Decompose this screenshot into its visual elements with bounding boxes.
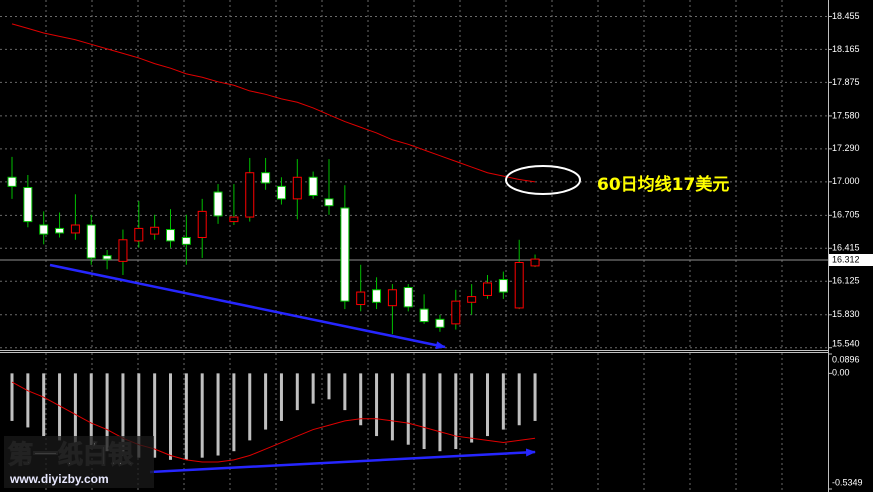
y-tick-label: 17.000	[832, 176, 860, 186]
candle-body	[134, 227, 144, 242]
watermark-bg	[4, 436, 154, 488]
last-price-box	[829, 254, 873, 266]
candle-body	[166, 229, 175, 242]
candle-body	[467, 296, 477, 303]
macd-bar	[295, 373, 299, 411]
macd-bar	[533, 373, 537, 421]
macd-bar	[327, 373, 331, 400]
candle-body	[118, 239, 128, 262]
grid	[0, 0, 828, 492]
candle-body	[39, 224, 49, 235]
candle-body	[23, 187, 33, 223]
moving-average-line	[11, 23, 536, 183]
y-tick-label: 16.125	[832, 276, 860, 286]
macd-bar	[248, 373, 252, 441]
candle-body	[245, 172, 255, 218]
candle-body	[261, 172, 271, 184]
candle-body	[372, 289, 382, 303]
macd-bar	[422, 373, 426, 450]
candle-body	[530, 258, 540, 267]
macd-bar	[359, 373, 363, 426]
macd-bar	[26, 373, 30, 428]
candle-body	[498, 279, 508, 293]
candle-body	[229, 216, 239, 223]
candle-body	[387, 289, 397, 307]
macd-bar	[58, 373, 62, 441]
trend-arrow	[149, 448, 536, 474]
y-tick-label: 18.165	[832, 44, 860, 54]
candle-body	[150, 226, 160, 235]
y-tick-label: 17.875	[832, 77, 860, 87]
macd-bar	[169, 373, 172, 460]
candle-body	[70, 224, 80, 234]
macd-bar	[311, 373, 315, 404]
macd-bar	[216, 373, 220, 456]
macd-bar	[232, 373, 236, 452]
plot-area	[0, 23, 828, 463]
macd-bar	[470, 373, 474, 443]
macd-bar	[184, 373, 188, 460]
candle-body	[7, 176, 17, 187]
y-tick-label: 17.290	[832, 143, 860, 153]
macd-bar	[517, 373, 521, 426]
y-tick-label: 16.705	[832, 210, 860, 220]
macd-bar	[375, 373, 379, 437]
signal-line	[11, 381, 536, 463]
candle-body	[197, 210, 207, 238]
watermark-url: www.diyizby.com	[9, 472, 109, 486]
highlight-ellipse	[505, 165, 581, 195]
macd-bar	[121, 373, 125, 456]
candle-body	[102, 255, 112, 260]
candle-body	[340, 207, 350, 302]
annotation: 60日均线17美元	[597, 174, 729, 195]
y-tick-label: 15.540	[832, 338, 860, 348]
candle-body	[324, 198, 334, 207]
macd-bar	[153, 373, 157, 458]
candle-body	[276, 185, 286, 200]
macd-bar	[105, 373, 109, 452]
macd-bar	[200, 373, 204, 458]
macd-bar	[343, 373, 347, 411]
macd-bar	[501, 373, 505, 430]
macd-bar	[137, 373, 141, 458]
watermark-name: 第一纸白银	[8, 440, 134, 469]
last-price-label: 16.312	[832, 254, 860, 264]
candle-body	[483, 282, 492, 296]
macd-bar	[89, 373, 93, 450]
macd-bar	[486, 373, 489, 437]
y-tick-label: 17.580	[832, 110, 860, 120]
trend-arrow	[49, 263, 446, 350]
macd-bar	[390, 373, 394, 441]
candle-body	[55, 227, 65, 234]
candle-body	[213, 191, 223, 217]
candle-body	[292, 176, 302, 200]
candle-body	[514, 262, 524, 309]
candle-body	[435, 318, 445, 328]
y-tick-label: -0.5349	[832, 477, 863, 487]
macd-bar	[279, 373, 283, 421]
y-tick-label: 16.415	[832, 243, 860, 253]
candle-body	[356, 291, 366, 306]
candle-body	[86, 224, 96, 259]
macd-bar	[454, 373, 458, 450]
macd-bar	[73, 373, 77, 445]
macd-bar	[406, 373, 410, 445]
macd-bar	[10, 373, 14, 421]
candle-body	[403, 287, 413, 308]
candle-body	[419, 308, 429, 323]
watermark: 第一纸白银 www.diyizby.com	[4, 436, 154, 488]
macd-bar	[438, 373, 442, 452]
macd-bar	[264, 373, 268, 430]
candle-body	[308, 176, 318, 196]
y-tick-label: 18.455	[832, 11, 860, 21]
candle-body	[181, 237, 191, 245]
macd-bar	[42, 373, 46, 437]
candle-body	[451, 300, 461, 325]
y-tick-label: 0.00	[832, 368, 850, 378]
y-tick-label: 0.0896	[832, 354, 860, 364]
y-tick-label: 15.830	[832, 309, 860, 319]
